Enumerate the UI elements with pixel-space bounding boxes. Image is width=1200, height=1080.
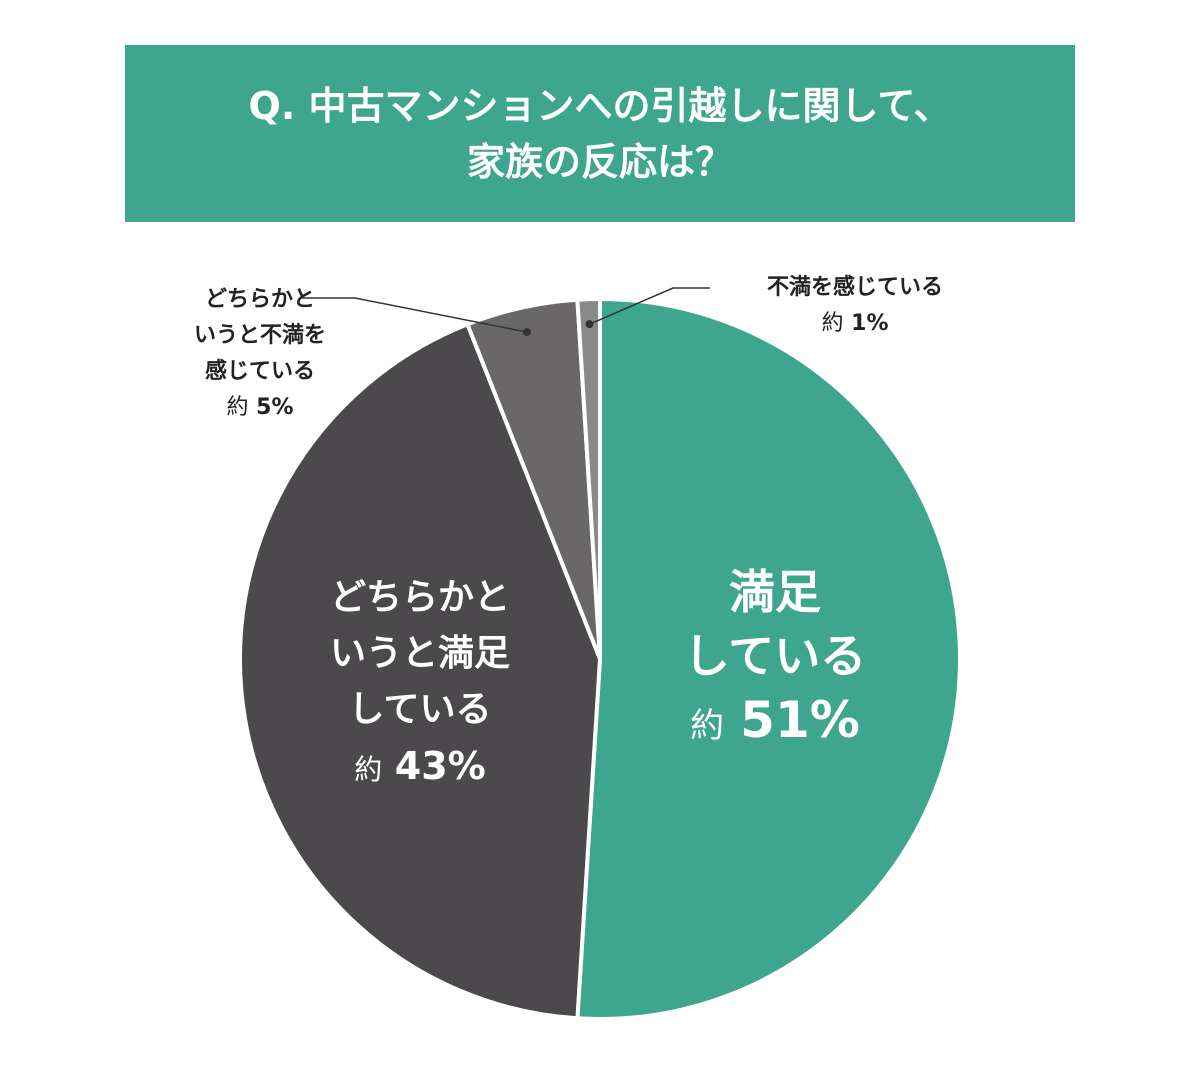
leader-dissatisfied-line [589,287,710,325]
label-dissatisfied: 不満を感じている 約 1% [766,275,943,336]
title-line-1: Q. 中古マンションへの引越しに関して、 [248,83,952,128]
label-somewhat-dissatisfied: どちらかと いうと不満を 感じている 約 5% [193,287,326,420]
leader-dissatisfied-dot [585,320,594,329]
chart-title: Q. 中古マンションへの引越しに関して、 家族の反応は？ [125,45,1075,222]
leader-somewhat-dissatisfied-line [300,297,528,333]
leader-somewhat-dissatisfied-dot [522,328,531,337]
pie-slice-0 [575,296,962,1021]
label-satisfied: 満足 している 約 51% [683,565,867,749]
title-line-2: 家族の反応は？ [466,139,733,184]
pie-slice-3 [575,296,602,660]
pie-slice-1 [238,321,603,1021]
label-somewhat-satisfied: どちらかと いうと満足 している 約 43% [329,577,510,788]
